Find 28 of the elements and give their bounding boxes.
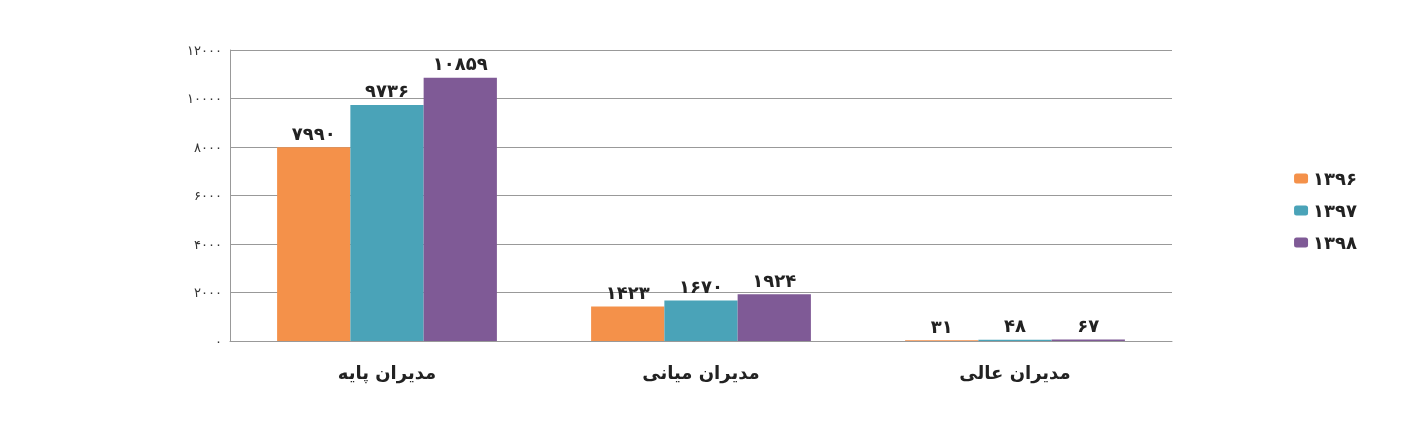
data-label: ۱۴۲۳ (605, 281, 650, 303)
data-label: ۱۹۲۴ (752, 269, 797, 291)
data-label: ۶۷ (1077, 314, 1100, 336)
legend-label: ۱۳۹۶ (1313, 168, 1358, 189)
bar (664, 300, 738, 341)
bar (737, 294, 811, 341)
y-tick-label: ۰ (215, 333, 222, 349)
bar (350, 104, 424, 341)
data-label: ۳۱ (930, 315, 953, 337)
bar (591, 306, 665, 341)
y-tick-label: ۴۰۰۰ (194, 236, 222, 252)
y-tick-label: ۸۰۰۰ (194, 139, 222, 155)
data-label: ۴۸ (1004, 315, 1026, 337)
x-tick-label: مدیران میانی (642, 361, 760, 384)
legend-label: ۱۳۹۷ (1313, 200, 1358, 221)
bar (423, 77, 497, 341)
data-label: ۱۶۷۰ (679, 276, 723, 297)
y-tick-label: ۶۰۰۰ (194, 188, 222, 203)
x-tick-label: مدیران پایه (337, 361, 437, 384)
y-tick-label: ۲۰۰۰ (194, 285, 222, 300)
y-tick-label: ۱۲۰۰۰ (187, 42, 222, 58)
data-label: ۱۰۸۵۹ (432, 53, 488, 75)
y-tick-label: ۱۰۰۰۰ (187, 91, 222, 106)
bar (277, 147, 351, 341)
data-label: ۷۹۹۰ (291, 122, 336, 144)
legend-label: ۱۳۹۸ (1313, 232, 1358, 253)
data-label: ۹۷۳۶ (365, 80, 409, 102)
x-tick-label: مدیران عالی (959, 361, 1071, 384)
